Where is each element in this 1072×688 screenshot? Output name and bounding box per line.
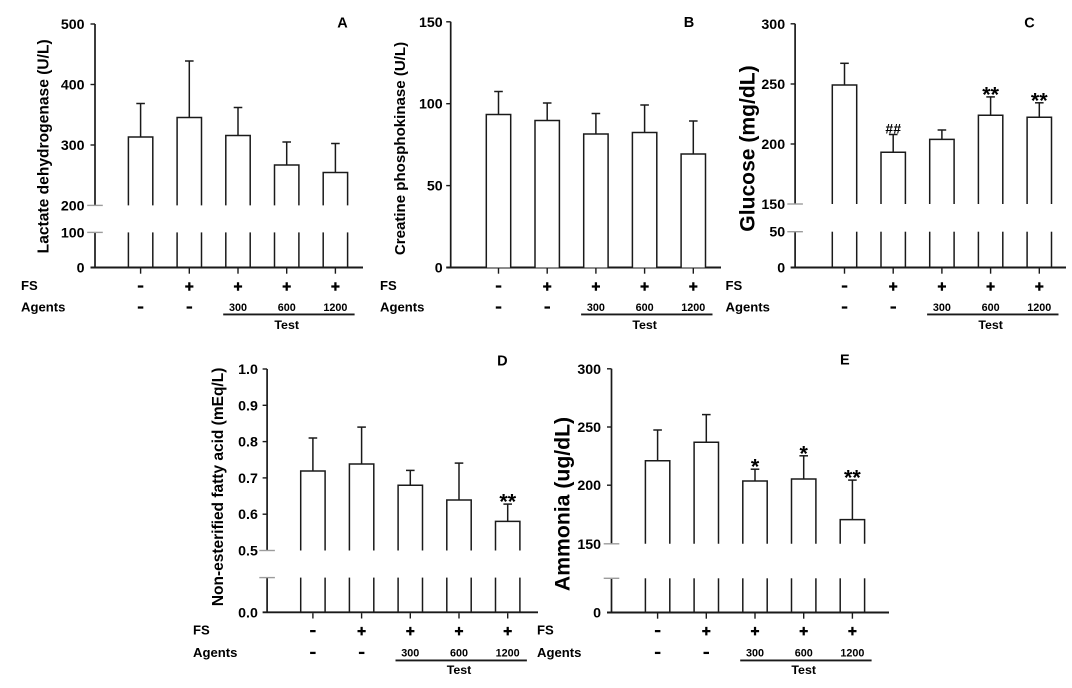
svg-text:0: 0 — [435, 261, 443, 277]
svg-text:200: 200 — [577, 478, 601, 494]
svg-text:600: 600 — [636, 302, 654, 314]
svg-text:Agents: Agents — [193, 645, 237, 660]
svg-text:Glucose (mg/dL): Glucose (mg/dL) — [736, 65, 759, 231]
svg-text:50: 50 — [427, 179, 443, 195]
svg-text:Agents: Agents — [380, 299, 424, 314]
svg-text:E: E — [840, 352, 850, 368]
svg-text:0.7: 0.7 — [238, 471, 258, 487]
svg-text:Agents: Agents — [726, 299, 770, 314]
svg-text:Test: Test — [791, 663, 816, 677]
svg-text:A: A — [337, 16, 348, 32]
svg-text:**: ** — [499, 490, 516, 514]
svg-text:1200: 1200 — [323, 302, 347, 314]
svg-text:C: C — [1024, 15, 1035, 31]
svg-text:1200: 1200 — [496, 647, 520, 659]
svg-text:*: * — [800, 441, 809, 465]
svg-text:B: B — [684, 15, 694, 31]
svg-text:0: 0 — [77, 261, 85, 277]
svg-text:FS: FS — [726, 278, 743, 293]
svg-text:200: 200 — [61, 198, 85, 214]
svg-text:##: ## — [885, 121, 901, 137]
svg-text:0.0: 0.0 — [238, 605, 258, 621]
svg-text:Lactate dehydrogenase (U/L): Lactate dehydrogenase (U/L) — [35, 39, 52, 253]
svg-text:FS: FS — [193, 623, 210, 638]
svg-text:**: ** — [844, 466, 861, 490]
svg-text:FS: FS — [380, 278, 397, 293]
svg-text:100: 100 — [419, 97, 443, 113]
svg-text:500: 500 — [61, 17, 85, 33]
svg-text:0.8: 0.8 — [238, 435, 258, 451]
svg-text:1200: 1200 — [681, 302, 705, 314]
svg-text:0: 0 — [777, 261, 785, 277]
svg-text:Agents: Agents — [21, 299, 65, 314]
svg-text:Test: Test — [978, 318, 1003, 332]
svg-text:Agents: Agents — [537, 645, 581, 660]
svg-text:200: 200 — [761, 137, 785, 153]
svg-text:300: 300 — [746, 647, 764, 659]
svg-text:0.9: 0.9 — [238, 398, 258, 414]
svg-text:300: 300 — [761, 17, 785, 33]
svg-text:600: 600 — [450, 647, 468, 659]
svg-text:FS: FS — [537, 623, 554, 638]
svg-text:400: 400 — [61, 78, 85, 94]
svg-text:Test: Test — [632, 318, 657, 332]
svg-text:150: 150 — [761, 197, 785, 213]
svg-text:300: 300 — [587, 302, 605, 314]
svg-text:300: 300 — [933, 302, 951, 314]
svg-text:150: 150 — [419, 15, 443, 31]
svg-text:**: ** — [1031, 88, 1048, 112]
svg-text:Creatine phosphokinase (U/L): Creatine phosphokinase (U/L) — [392, 42, 409, 255]
svg-text:250: 250 — [761, 77, 785, 93]
svg-text:0.6: 0.6 — [238, 507, 258, 523]
svg-text:**: ** — [982, 82, 999, 106]
svg-text:300: 300 — [229, 302, 247, 314]
svg-text:300: 300 — [401, 647, 419, 659]
svg-text:1200: 1200 — [840, 647, 864, 659]
svg-text:Non-esterified fatty acid (mEq: Non-esterified fatty acid (mEq/L) — [210, 368, 227, 607]
svg-text:D: D — [497, 353, 507, 369]
svg-text:0: 0 — [593, 606, 601, 622]
svg-text:100: 100 — [61, 225, 85, 241]
svg-text:600: 600 — [278, 302, 296, 314]
svg-text:1200: 1200 — [1027, 302, 1051, 314]
svg-text:250: 250 — [577, 420, 601, 436]
svg-text:Ammonia (ug/dL): Ammonia (ug/dL) — [551, 417, 574, 591]
svg-text:Test: Test — [274, 318, 299, 332]
svg-text:150: 150 — [577, 537, 601, 553]
svg-text:300: 300 — [61, 138, 85, 154]
svg-text:Test: Test — [447, 663, 472, 677]
svg-text:50: 50 — [769, 225, 785, 241]
svg-text:300: 300 — [577, 362, 601, 378]
svg-text:*: * — [751, 455, 760, 479]
svg-text:600: 600 — [795, 647, 813, 659]
svg-text:FS: FS — [21, 278, 38, 293]
svg-text:0.5: 0.5 — [238, 544, 258, 560]
svg-text:1.0: 1.0 — [238, 362, 258, 378]
svg-text:600: 600 — [982, 302, 1000, 314]
